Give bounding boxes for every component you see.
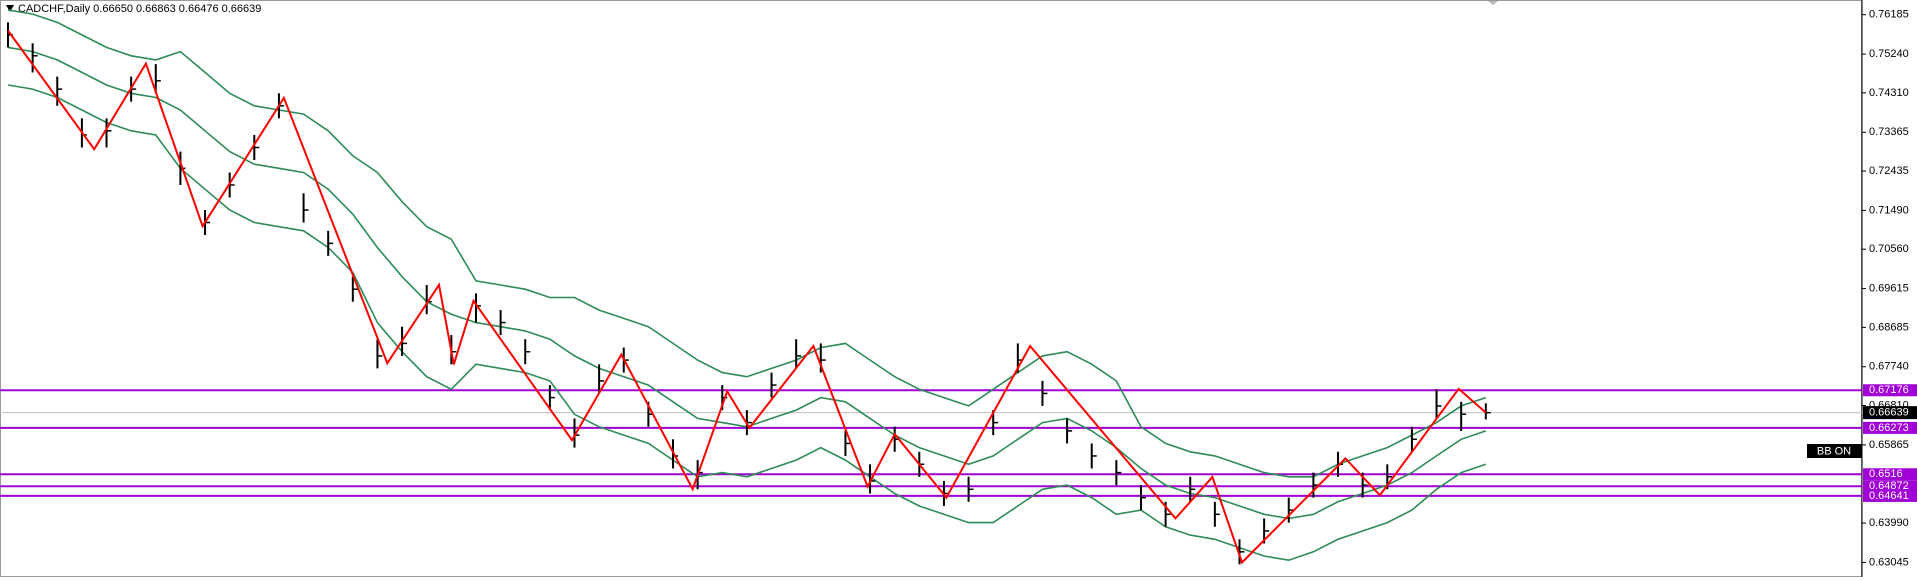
level-box — [1863, 421, 1917, 434]
chart-title: CADCHF,Daily 0.66650 0.66863 0.66476 0.6… — [18, 3, 261, 15]
level-label: 0.66273 — [1869, 422, 1909, 434]
y-tick-label: 0.68685 — [1869, 321, 1909, 333]
y-tick-label: 0.72435 — [1869, 165, 1909, 177]
y-tick-label: 0.73365 — [1869, 126, 1909, 138]
bollinger-band — [7, 9, 1487, 478]
y-tick-label: 0.76185 — [1869, 9, 1909, 21]
y-tick-label: 0.70560 — [1869, 243, 1909, 255]
level-box — [1863, 480, 1917, 493]
zigzag-layer — [7, 30, 1487, 565]
y-tick-label: 0.67740 — [1869, 361, 1909, 373]
level-box — [1863, 468, 1917, 481]
symbol-icon — [6, 5, 14, 12]
last-price-label: 0.66639 — [1869, 407, 1909, 419]
y-tick-label: 0.63990 — [1869, 517, 1909, 529]
plot-frame — [0, 0, 1862, 577]
axis-layer: 0.76185 0.75240 0.74310 0.73365 0.72435 0.714… — [1862, 9, 1917, 568]
level-label: 0.64872 — [1869, 480, 1909, 492]
level-label: 0.67176 — [1869, 384, 1909, 396]
indicator-box — [1807, 444, 1862, 458]
y-tick-label: 0.71490 — [1869, 204, 1909, 216]
zigzag-line — [7, 30, 1487, 565]
shift-marker — [1488, 1, 1498, 5]
level-box — [1863, 489, 1917, 502]
y-tick-label: 0.69615 — [1869, 282, 1909, 294]
level-label: 0.64641 — [1869, 490, 1909, 502]
y-tick-label: 0.74310 — [1869, 87, 1909, 99]
y-tick-label: 0.63045 — [1869, 556, 1909, 568]
level-label: 0.6516 — [1869, 468, 1903, 480]
levels-layer — [0, 389, 1862, 497]
last-price-box — [1863, 406, 1917, 420]
level-box — [1863, 384, 1917, 397]
y-tick-label: 0.75240 — [1869, 48, 1909, 60]
y-tick-label: 0.65865 — [1869, 439, 1909, 451]
indicator-label: BB ON — [1817, 445, 1851, 457]
